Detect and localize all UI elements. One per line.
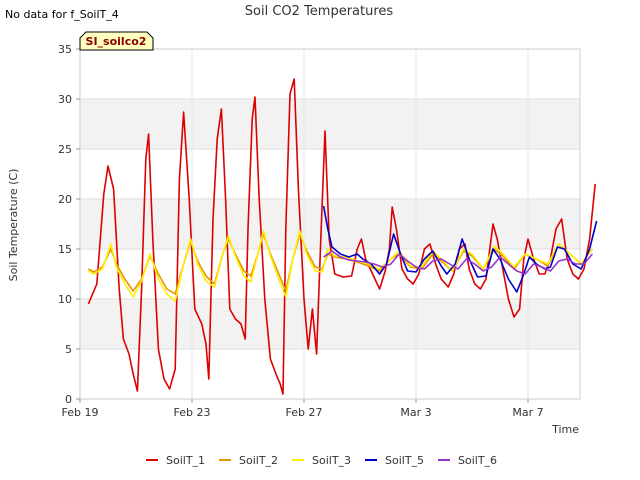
grid-lines (79, 48, 581, 400)
legend-label: SoilT_6 (458, 454, 497, 467)
y-tick-label: 25 (58, 143, 72, 156)
legend-item-soilt-3: SoilT_3 (292, 454, 351, 467)
x-tick-label: Mar 7 (512, 406, 543, 419)
y-tick-label: 5 (65, 343, 72, 356)
legend-item-soilt-1: SoilT_1 (146, 454, 205, 467)
x-axis-label: Time (551, 423, 579, 436)
legend-label: SoilT_3 (312, 454, 351, 467)
x-tick-label: Mar 3 (400, 406, 431, 419)
legend-item-soilt-5: SoilT_5 (365, 454, 424, 467)
y-tick-label: 0 (65, 393, 72, 406)
x-tick-label: Feb 23 (174, 406, 211, 419)
legend: SoilT_1 SoilT_2 SoilT_3 SoilT_5 SoilT_6 (146, 454, 497, 467)
series-line-soilt-6 (323, 250, 594, 275)
plot-background (80, 49, 580, 399)
legend-label: SoilT_2 (239, 454, 278, 467)
grid-band (80, 99, 580, 149)
y-tick-label: 15 (58, 243, 72, 256)
x-tick-label: Feb 27 (286, 406, 323, 419)
y-tick-label: 30 (58, 93, 72, 106)
x-tick-label: Feb 19 (62, 406, 99, 419)
site-tag-label: SI_soilco2 (86, 35, 147, 48)
x-axis-ticks: Feb 19 Feb 23 Feb 27 Mar 3 Mar 7 (62, 399, 544, 419)
series-line-soilt-1 (87, 78, 596, 395)
y-axis-ticks: 0 5 10 15 20 25 30 35 (58, 43, 80, 406)
grid-band (80, 299, 580, 349)
series-lines (87, 78, 598, 395)
series-line-soilt-3 (88, 230, 594, 302)
series-line-soilt-5 (322, 205, 598, 293)
no-data-note: No data for f_SoilT_4 (5, 8, 119, 21)
plot-border (79, 48, 581, 400)
site-tag: SI_soilco2 (79, 31, 154, 51)
legend-item-soilt-6: SoilT_6 (438, 454, 497, 467)
y-tick-label: 20 (58, 193, 72, 206)
legend-label: SoilT_5 (385, 454, 424, 467)
y-tick-label: 10 (58, 293, 72, 306)
legend-label: SoilT_1 (166, 454, 205, 467)
y-tick-label: 35 (58, 43, 72, 56)
legend-item-soilt-2: SoilT_2 (219, 454, 278, 467)
chart-title: Soil CO2 Temperatures (245, 4, 394, 19)
y-axis-label: Soil Temperature (C) (7, 169, 20, 282)
